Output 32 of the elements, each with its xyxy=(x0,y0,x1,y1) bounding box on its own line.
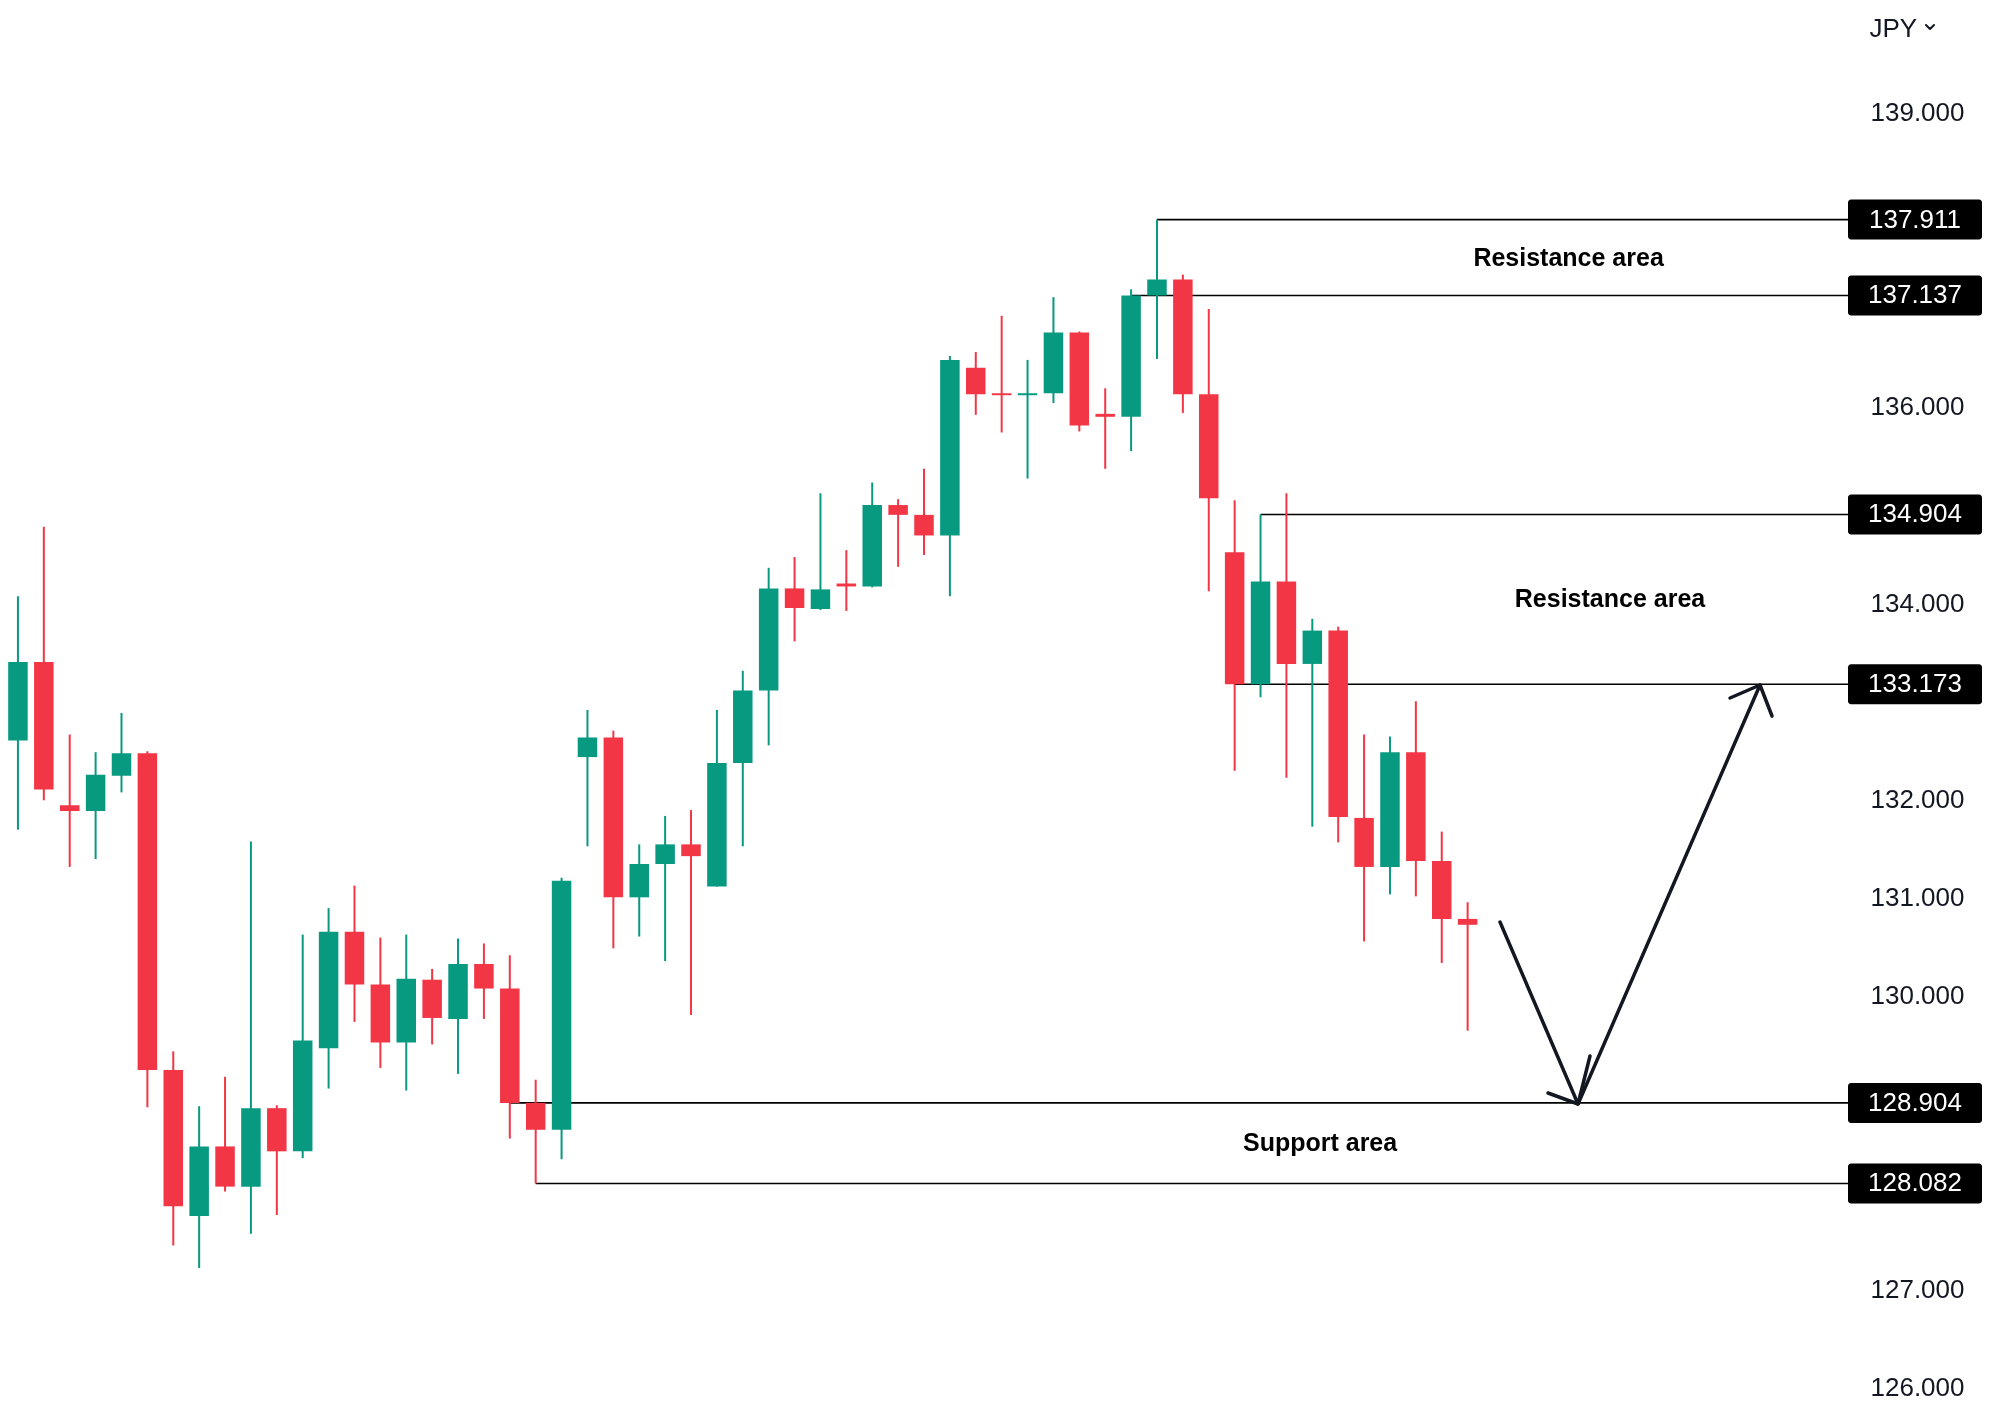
y-tick-label: 136.000 xyxy=(1870,391,1965,422)
candlestick xyxy=(655,814,675,963)
annotation: Resistance area xyxy=(1473,242,1665,271)
ref-line-label: 128.904 xyxy=(1868,1086,1962,1117)
ref-line-label: 128.082 xyxy=(1868,1167,1962,1198)
y-tick-label: 139.000 xyxy=(1870,97,1965,128)
candlestick xyxy=(577,709,598,848)
y-tick-label: 126.000 xyxy=(1870,1372,1965,1403)
ref-line-label: 137.137 xyxy=(1868,279,1962,310)
ref-line-label: 137.911 xyxy=(1868,203,1962,234)
annotation: Resistance area xyxy=(1514,584,1707,613)
y-tick-label: 132.000 xyxy=(1870,783,1965,814)
candlestick xyxy=(914,467,934,557)
candlestick xyxy=(1017,358,1038,480)
candlestick xyxy=(810,492,831,611)
y-tick-label: 134.000 xyxy=(1870,587,1965,618)
candlestick xyxy=(991,314,1012,434)
annotation: Support area xyxy=(1242,1128,1399,1157)
candlestick xyxy=(1147,218,1167,360)
candlestick xyxy=(59,733,80,868)
candlestick xyxy=(784,556,805,643)
y-tick-label: 130.000 xyxy=(1870,979,1965,1010)
candlestick xyxy=(888,498,908,568)
candlestick xyxy=(681,809,701,1017)
candlestick xyxy=(1457,901,1478,1032)
ref-line-label: 134.904 xyxy=(1868,498,1962,529)
candlestick xyxy=(1095,387,1115,470)
y-axis-title: JPY xyxy=(1869,12,1918,43)
y-tick-label: 131.000 xyxy=(1870,881,1965,912)
candlestick xyxy=(111,711,132,794)
ref-line-label: 133.173 xyxy=(1868,668,1962,699)
y-tick-label: 127.000 xyxy=(1870,1274,1965,1305)
